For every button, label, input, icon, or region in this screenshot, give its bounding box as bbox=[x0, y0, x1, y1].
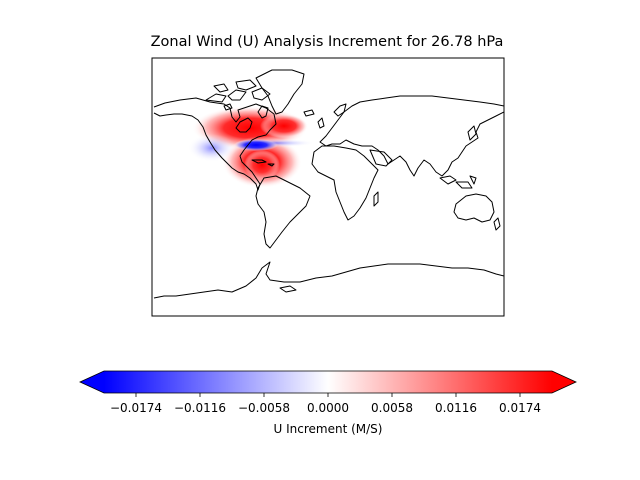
colorbar-extend-high bbox=[552, 371, 576, 393]
plot-title: Zonal Wind (U) Analysis Increment for 26… bbox=[150, 34, 504, 50]
increment-negative-western-us bbox=[188, 134, 236, 162]
colorbar-extend-low bbox=[80, 371, 104, 393]
colorbar-tick-label: 0.0116 bbox=[435, 401, 477, 415]
map-frame bbox=[151, 57, 505, 317]
colorbar-tick-label: 0.0000 bbox=[307, 401, 349, 415]
coastlines bbox=[153, 69, 504, 299]
colorbar-gradient bbox=[104, 371, 552, 393]
colorbar-tick-label: −0.0174 bbox=[110, 401, 162, 415]
colorbar-tick-label: −0.0116 bbox=[174, 401, 226, 415]
colorbar-label: U Increment (M/S) bbox=[274, 422, 383, 436]
colorbar-tick-label: −0.0058 bbox=[238, 401, 290, 415]
increment-field bbox=[188, 106, 315, 188]
colorbar-tick-label: 0.0058 bbox=[371, 401, 413, 415]
colorbar-tick-label: 0.0174 bbox=[499, 401, 541, 415]
colorbar-outline bbox=[79, 370, 577, 394]
colorbar-ticks: −0.0174 −0.0116 −0.0058 0.0000 0.0058 0.0116 0… bbox=[110, 393, 541, 415]
